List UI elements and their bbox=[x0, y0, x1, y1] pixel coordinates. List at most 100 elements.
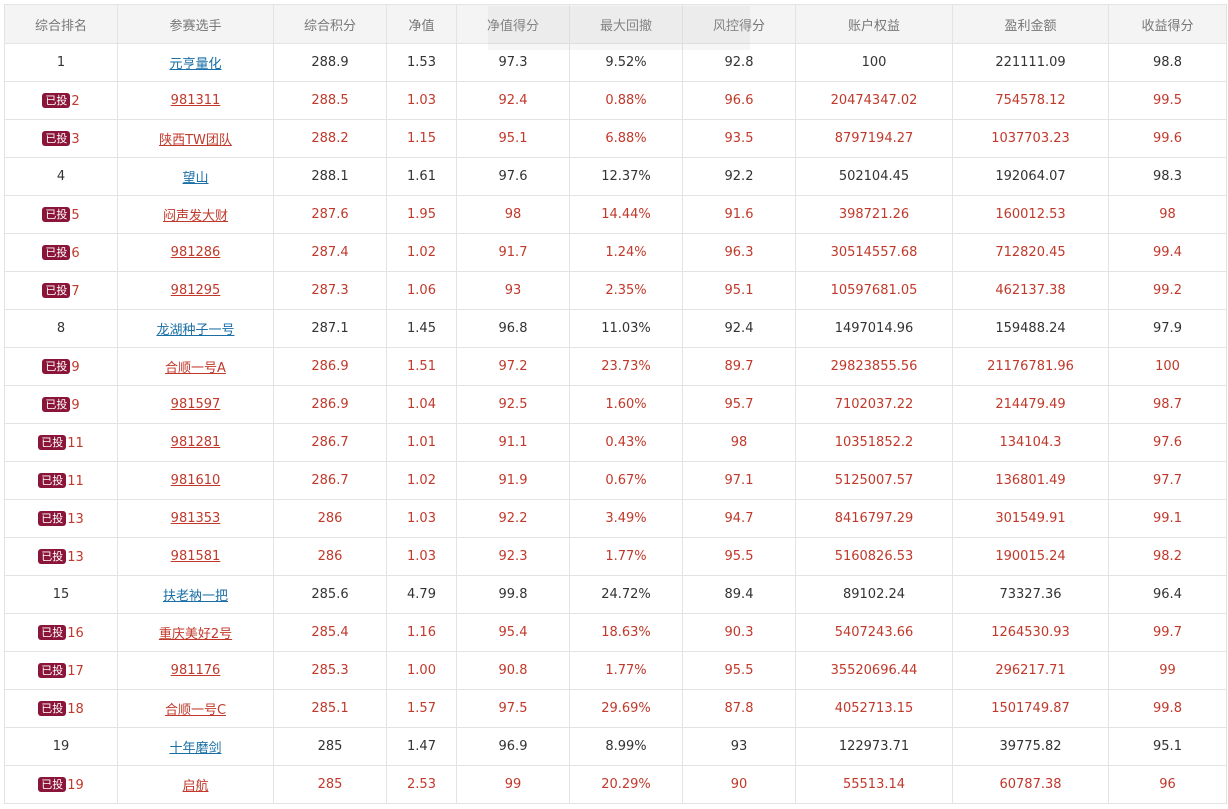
cell-score: 287.4 bbox=[273, 233, 387, 272]
cell-rank: 已投 2 bbox=[4, 81, 118, 120]
cell-return-score: 97.7 bbox=[1108, 461, 1227, 500]
cell-max-drawdown: 12.37% bbox=[569, 157, 683, 196]
player-link[interactable]: 十年磨剑 bbox=[169, 741, 222, 756]
rank-value: 6 bbox=[71, 245, 80, 261]
cell-return-score: 99.6 bbox=[1108, 119, 1227, 158]
player-link[interactable]: 981581 bbox=[170, 549, 221, 564]
invested-badge: 已投 bbox=[38, 548, 67, 564]
ranking-table-body: 1 元亨量化 288.9 1.53 97.3 9.52% 92.8 100 221111.09 9… bbox=[4, 43, 1227, 804]
column-header-return-score[interactable]: 收益得分 bbox=[1108, 4, 1227, 44]
cell-nav-score: 90.8 bbox=[456, 651, 570, 690]
cell-equity: 1497014.96 bbox=[795, 309, 953, 348]
player-link[interactable]: 合顺一号C bbox=[164, 703, 227, 718]
cell-equity: 8797194.27 bbox=[795, 119, 953, 158]
ranking-table: 综合排名 参赛选手 综合积分 净值 净值得分 最大回撤 风控得分 账户权益 盈利… bbox=[4, 4, 1227, 804]
cell-profit: 1264530.93 bbox=[952, 613, 1109, 652]
player-link[interactable]: 陕西TW团队 bbox=[159, 133, 232, 148]
cell-max-drawdown: 3.49% bbox=[569, 499, 683, 538]
table-row: 已投 7 981295 287.3 1.06 93 2.35% 95.1 10597681.05… bbox=[4, 271, 1227, 310]
cell-max-drawdown: 9.52% bbox=[569, 43, 683, 82]
cell-profit: 136801.49 bbox=[952, 461, 1109, 500]
rank-value: 4 bbox=[56, 169, 66, 184]
cell-score: 286.7 bbox=[273, 423, 387, 462]
cell-return-score: 95.1 bbox=[1108, 727, 1227, 766]
player-link[interactable]: 981353 bbox=[170, 511, 221, 526]
cell-equity: 10597681.05 bbox=[795, 271, 953, 310]
cell-risk-score: 93 bbox=[682, 727, 796, 766]
column-header-score[interactable]: 综合积分 bbox=[273, 4, 387, 44]
cell-score: 287.3 bbox=[273, 271, 387, 310]
cell-profit: 296217.71 bbox=[952, 651, 1109, 690]
cell-player: 扶老衲一把 bbox=[117, 575, 274, 614]
cell-equity: 5160826.53 bbox=[795, 537, 953, 576]
cell-player: 981176 bbox=[117, 651, 274, 690]
cell-return-score: 98.8 bbox=[1108, 43, 1227, 82]
invested-badge: 已投 bbox=[42, 206, 71, 222]
table-row: 已投 17 981176 285.3 1.00 90.8 1.77% 95.5 35520696… bbox=[4, 651, 1227, 690]
cell-nav: 1.95 bbox=[386, 195, 457, 234]
player-link[interactable]: 扶老衲一把 bbox=[162, 589, 228, 604]
player-link[interactable]: 981597 bbox=[170, 397, 221, 412]
column-header-max-drawdown[interactable]: 最大回撤 bbox=[569, 4, 683, 44]
player-link[interactable]: 981176 bbox=[170, 663, 221, 678]
cell-risk-score: 92.4 bbox=[682, 309, 796, 348]
player-link[interactable]: 981311 bbox=[170, 93, 221, 108]
player-link[interactable]: 重庆美好2号 bbox=[158, 627, 233, 642]
player-link[interactable]: 元亨量化 bbox=[169, 57, 222, 72]
rank-value: 18 bbox=[67, 701, 84, 717]
cell-player: 981353 bbox=[117, 499, 274, 538]
player-link[interactable]: 望山 bbox=[182, 171, 209, 186]
cell-nav: 1.51 bbox=[386, 347, 457, 386]
table-row: 8 龙湖种子一号 287.1 1.45 96.8 11.03% 92.4 1497014.96… bbox=[4, 309, 1227, 348]
column-header-risk-score[interactable]: 风控得分 bbox=[682, 4, 796, 44]
column-header-equity[interactable]: 账户权益 bbox=[795, 4, 953, 44]
rank-value: 11 bbox=[67, 435, 84, 451]
column-header-rank[interactable]: 综合排名 bbox=[4, 4, 118, 44]
player-link[interactable]: 闷声发大财 bbox=[162, 209, 228, 224]
rank-value: 19 bbox=[67, 777, 84, 793]
cell-nav-score: 96.8 bbox=[456, 309, 570, 348]
cell-score: 286.7 bbox=[273, 461, 387, 500]
cell-max-drawdown: 14.44% bbox=[569, 195, 683, 234]
column-header-nav-score[interactable]: 净值得分 bbox=[456, 4, 570, 44]
player-link[interactable]: 981281 bbox=[170, 435, 221, 450]
rank-value: 11 bbox=[67, 473, 84, 489]
player-link[interactable]: 合顺一号A bbox=[165, 361, 226, 376]
cell-risk-score: 93.5 bbox=[682, 119, 796, 158]
player-link[interactable]: 981286 bbox=[170, 245, 221, 260]
cell-score: 285.3 bbox=[273, 651, 387, 690]
rank-value: 16 bbox=[67, 625, 84, 641]
cell-risk-score: 97.1 bbox=[682, 461, 796, 500]
player-link[interactable]: 981295 bbox=[170, 283, 221, 298]
cell-player: 重庆美好2号 bbox=[117, 613, 274, 652]
cell-player: 合顺一号C bbox=[117, 689, 274, 728]
invested-badge: 已投 bbox=[42, 396, 71, 412]
column-header-player[interactable]: 参赛选手 bbox=[117, 4, 274, 44]
rank-value: 2 bbox=[71, 93, 80, 109]
table-row: 已投 16 重庆美好2号 285.4 1.16 95.4 18.63% 90.3 5407243… bbox=[4, 613, 1227, 652]
cell-rank: 已投 3 bbox=[4, 119, 118, 158]
cell-return-score: 98.3 bbox=[1108, 157, 1227, 196]
table-row: 已投 9 981597 286.9 1.04 92.5 1.60% 95.7 7102037.2… bbox=[4, 385, 1227, 424]
cell-rank: 已投 18 bbox=[4, 689, 118, 728]
player-link[interactable]: 981610 bbox=[170, 473, 221, 488]
cell-return-score: 99.5 bbox=[1108, 81, 1227, 120]
player-link[interactable]: 启航 bbox=[182, 779, 209, 794]
cell-score: 286.9 bbox=[273, 347, 387, 386]
cell-risk-score: 95.5 bbox=[682, 651, 796, 690]
cell-return-score: 99.7 bbox=[1108, 613, 1227, 652]
cell-rank: 已投 9 bbox=[4, 347, 118, 386]
cell-profit: 192064.07 bbox=[952, 157, 1109, 196]
player-link[interactable]: 龙湖种子一号 bbox=[156, 323, 235, 338]
cell-risk-score: 95.1 bbox=[682, 271, 796, 310]
column-header-profit[interactable]: 盈利金额 bbox=[952, 4, 1109, 44]
cell-rank: 已投 16 bbox=[4, 613, 118, 652]
column-header-nav[interactable]: 净值 bbox=[386, 4, 457, 44]
cell-nav: 2.53 bbox=[386, 765, 457, 804]
cell-nav: 1.03 bbox=[386, 81, 457, 120]
cell-player: 望山 bbox=[117, 157, 274, 196]
cell-profit: 754578.12 bbox=[952, 81, 1109, 120]
cell-risk-score: 92.8 bbox=[682, 43, 796, 82]
cell-player: 启航 bbox=[117, 765, 274, 804]
cell-player: 981610 bbox=[117, 461, 274, 500]
